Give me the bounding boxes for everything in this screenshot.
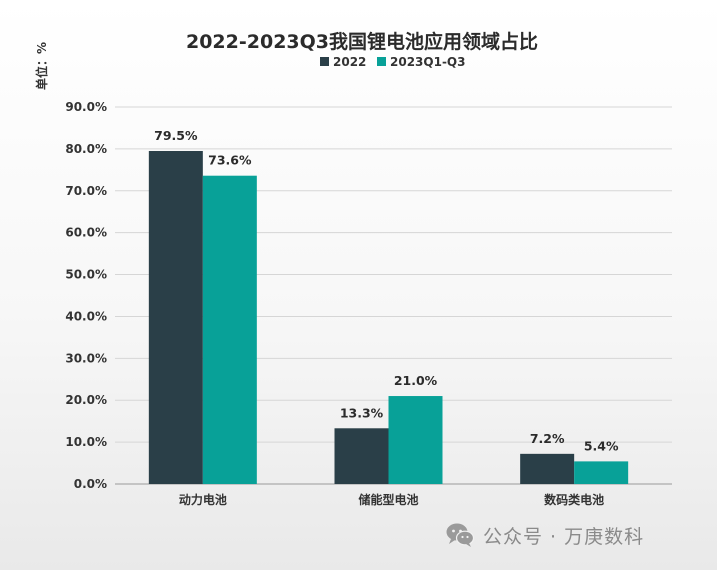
y-tick-label: 30.0% bbox=[65, 351, 107, 365]
y-tick-label: 70.0% bbox=[65, 184, 107, 198]
bar-series2 bbox=[574, 461, 629, 484]
y-tick-label: 0.0% bbox=[74, 477, 107, 491]
y-axis-ticks: 0.0% 10.0% 20.0% 30.0% 40.0% 50.0% 60.0% 70.0% 8… bbox=[65, 100, 107, 491]
bar-series2 bbox=[202, 175, 257, 484]
data-label: 7.2% bbox=[530, 431, 565, 446]
bar-series1 bbox=[334, 428, 389, 484]
watermark: 公众号 · 万庚数科 bbox=[445, 520, 644, 550]
unit-label: 单位：% bbox=[34, 42, 49, 90]
y-tick-label: 90.0% bbox=[65, 100, 107, 114]
data-label: 21.0% bbox=[394, 373, 438, 388]
x-axis-categories: 动力电池 储能型电池 数码类电池 bbox=[179, 492, 604, 507]
y-tick-label: 80.0% bbox=[65, 142, 107, 156]
data-label: 79.5% bbox=[154, 128, 198, 143]
y-tick-label: 40.0% bbox=[65, 309, 107, 323]
legend-swatch bbox=[320, 57, 329, 66]
watermark-text: 公众号 · 万庚数科 bbox=[483, 525, 645, 548]
data-label: 13.3% bbox=[340, 405, 384, 420]
data-labels: 79.5% 73.6% 13.3% 21.0% 7.2% 5.4% bbox=[154, 128, 619, 453]
x-category-label: 储能型电池 bbox=[358, 492, 418, 507]
y-tick-label: 50.0% bbox=[65, 268, 107, 282]
bars bbox=[148, 150, 629, 484]
legend-label: 2023Q1-Q3 bbox=[390, 55, 465, 69]
legend: 2022 2023Q1-Q3 bbox=[320, 55, 465, 69]
x-category-label: 数码类电池 bbox=[544, 492, 604, 507]
bar-series1 bbox=[520, 453, 575, 484]
data-label: 73.6% bbox=[208, 153, 252, 168]
data-label: 5.4% bbox=[584, 438, 619, 453]
bar-series1 bbox=[148, 150, 203, 484]
y-tick-label: 10.0% bbox=[65, 435, 107, 449]
chart-title: 2022-2023Q3我国锂电池应用领域占比 bbox=[186, 30, 538, 53]
legend-swatch bbox=[377, 57, 386, 66]
legend-label: 2022 bbox=[333, 55, 366, 69]
wechat-icon bbox=[446, 523, 475, 547]
bar-series2 bbox=[388, 396, 443, 484]
x-category-label: 动力电池 bbox=[179, 492, 227, 507]
y-tick-label: 20.0% bbox=[65, 393, 107, 407]
y-tick-label: 60.0% bbox=[65, 226, 107, 240]
